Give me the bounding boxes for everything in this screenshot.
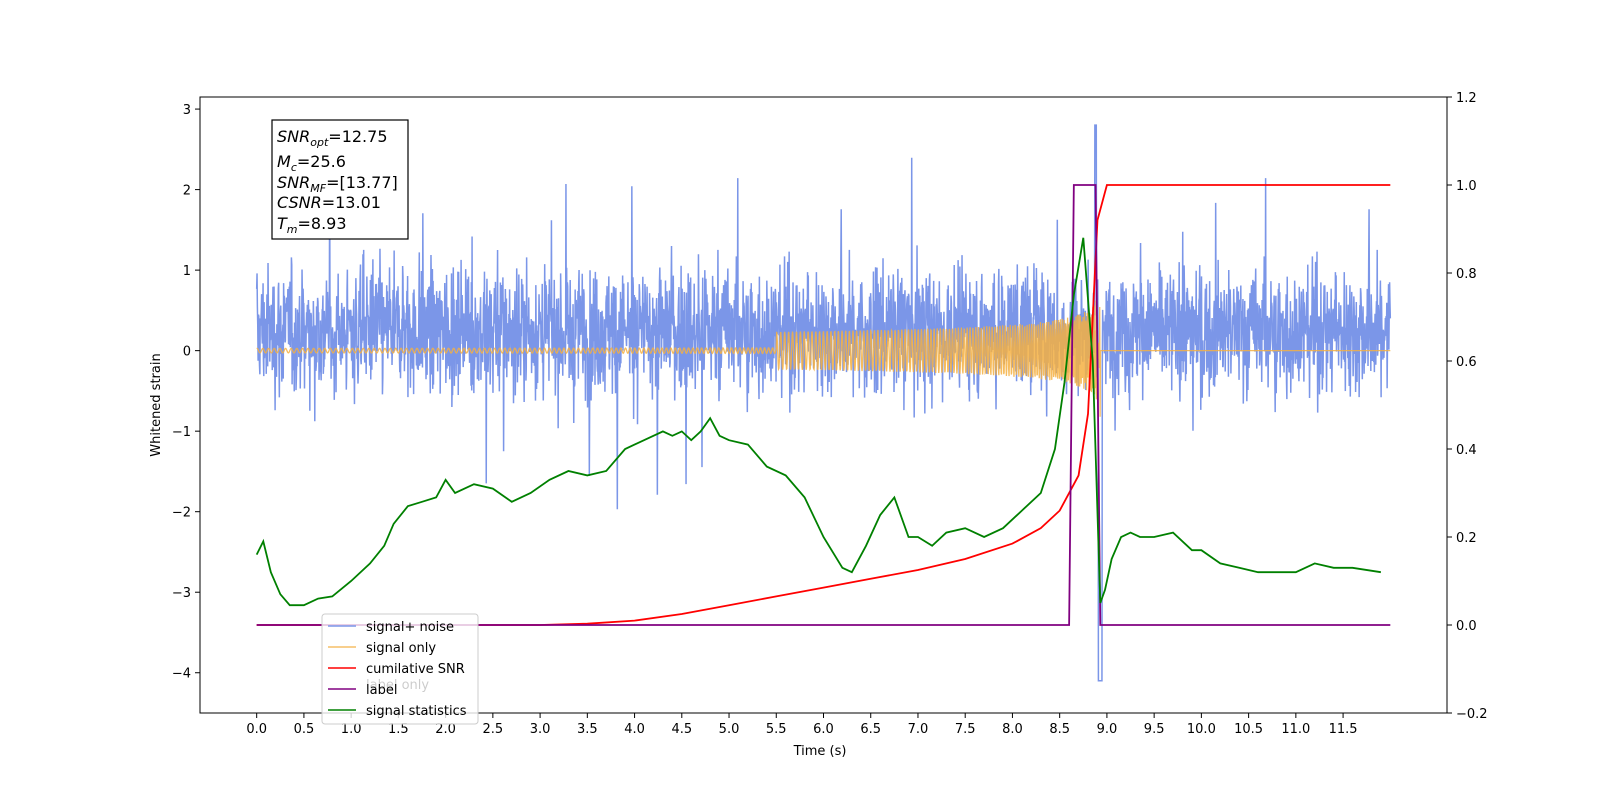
y-tick-label: 1 xyxy=(183,264,191,279)
y-tick-label: −1 xyxy=(172,425,191,440)
x-axis-label: Time (s) xyxy=(793,744,847,759)
x-tick-label: 6.0 xyxy=(813,722,834,737)
y2-tick-label: 0.0 xyxy=(1456,619,1477,634)
x-tick-label: 6.5 xyxy=(860,722,881,737)
cumulative-snr-line xyxy=(256,184,1391,626)
x-tick-label: 2.5 xyxy=(483,722,504,737)
signal-only-line xyxy=(256,300,1391,417)
x-tick-label: 11.0 xyxy=(1281,722,1310,737)
y2-axis-ticks: 1.2 1.0 0.8 0.6 0.4 0.2 0.0 −0.2 xyxy=(1447,91,1488,722)
legend-label-cumulative-snr: cumilative SNR xyxy=(366,662,465,677)
annotation-snr-mf: SNRMF=[13.77] xyxy=(277,173,398,195)
x-tick-label: 5.0 xyxy=(719,722,740,737)
signal-statistics-line xyxy=(255,237,1382,607)
legend-label-signal-noise: signal+ noise xyxy=(366,620,454,635)
y2-tick-label: 0.2 xyxy=(1456,531,1477,546)
x-tick-label: 1.5 xyxy=(388,722,409,737)
legend-label-signal-statistics: signal statistics xyxy=(366,704,467,719)
x-tick-label: 9.5 xyxy=(1144,722,1165,737)
annotation-mc: Mc=25.6 xyxy=(277,152,346,174)
annotation-tm: Tm=8.93 xyxy=(277,214,347,236)
y-axis-ticks: 3 2 1 0 −1 −2 −3 −4 xyxy=(172,103,200,682)
x-tick-label: 9.0 xyxy=(1097,722,1118,737)
x-tick-label: 5.5 xyxy=(766,722,787,737)
x-tick-label: 4.5 xyxy=(671,722,692,737)
annotation-frame xyxy=(271,119,409,240)
x-axis-ticks: 0.0 0.5 1.0 1.5 2.0 2.5 3.0 3.5 4.0 4.5 5.0 5.5 6.0 6… xyxy=(246,713,1358,737)
x-tick-label: 3.5 xyxy=(577,722,598,737)
x-tick-label: 10.5 xyxy=(1234,722,1263,737)
y-tick-label: 2 xyxy=(183,184,191,199)
x-tick-label: 0.0 xyxy=(246,722,267,737)
y-tick-label: −4 xyxy=(172,667,191,682)
legend: label only signal+ noise signal only cum… xyxy=(321,613,479,725)
legend-label-label: label xyxy=(366,683,397,698)
x-tick-label: 0.5 xyxy=(294,722,315,737)
y2-tick-label: 0.8 xyxy=(1456,267,1477,282)
x-tick-label: 7.0 xyxy=(908,722,929,737)
annotation-snr-opt: SNRopt=12.75 xyxy=(277,127,388,149)
signal-noise-series xyxy=(255,124,1392,682)
legend-hidden-label: label only xyxy=(366,678,429,693)
x-tick-label: 11.5 xyxy=(1329,722,1358,737)
y2-tick-label: 1.2 xyxy=(1456,91,1477,106)
legend-frame xyxy=(321,613,479,725)
x-tick-label: 3.0 xyxy=(530,722,551,737)
y-tick-label: −2 xyxy=(172,506,191,521)
label-line xyxy=(256,184,1391,626)
x-tick-label: 4.0 xyxy=(624,722,645,737)
annotation-csnr: CSNR=13.01 xyxy=(277,193,381,212)
y2-tick-label: −0.2 xyxy=(1456,707,1488,722)
signal-noise-line xyxy=(255,124,1392,682)
y-tick-label: −3 xyxy=(172,586,191,601)
y-tick-label: 3 xyxy=(183,103,191,118)
x-tick-label: 8.0 xyxy=(1002,722,1023,737)
y2-tick-label: 0.6 xyxy=(1456,355,1477,370)
x-tick-label: 10.0 xyxy=(1187,722,1216,737)
y2-tick-label: 0.4 xyxy=(1456,443,1477,458)
x-tick-label: 1.0 xyxy=(341,722,362,737)
line-series-layer xyxy=(255,184,1391,626)
x-tick-label: 8.5 xyxy=(1049,722,1070,737)
x-tick-label: 7.5 xyxy=(955,722,976,737)
y2-tick-label: 1.0 xyxy=(1456,179,1477,194)
legend-label-signal-only: signal only xyxy=(366,641,436,656)
y-tick-label: 0 xyxy=(183,345,191,360)
signal-only-series xyxy=(256,300,1391,417)
stats-annotation-box: SNRopt=12.75 Mc=25.6 SNRMF=[13.77] CSNR=… xyxy=(271,119,409,240)
y-axis-label: Whitened strain xyxy=(149,353,164,456)
x-tick-label: 2.0 xyxy=(435,722,456,737)
